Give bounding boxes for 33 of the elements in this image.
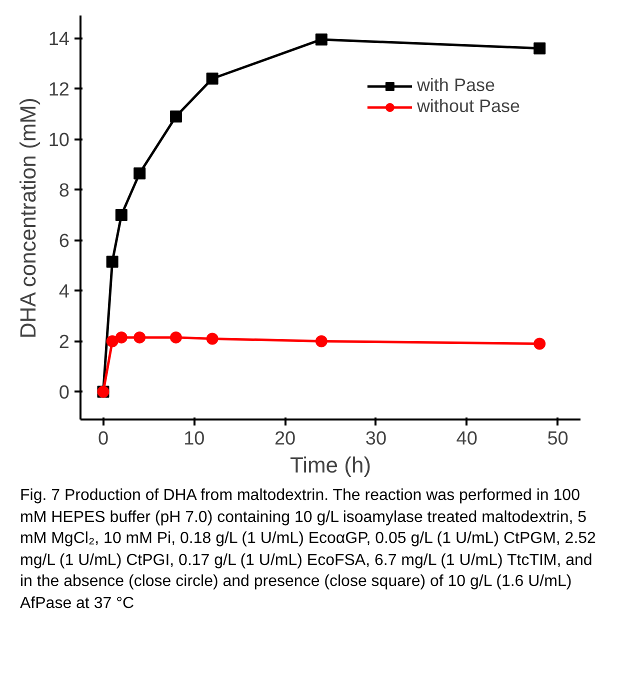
y-tick-label: 8 (58, 180, 70, 202)
legend-label: without Pase (416, 96, 520, 117)
point (115, 208, 128, 221)
x-tick-label: 50 (547, 428, 568, 450)
y-tick-label: 0 (58, 382, 70, 404)
point (534, 42, 546, 54)
point (206, 72, 218, 85)
y-tick-label: 12 (48, 80, 70, 101)
x-tick-label: 40 (456, 428, 478, 450)
point (315, 335, 328, 348)
y-tick-label: 10 (48, 130, 70, 152)
x-tick-label: 0 (98, 428, 109, 450)
point (315, 33, 328, 46)
point (134, 167, 146, 180)
point (170, 331, 182, 344)
y-tick-label: 6 (58, 231, 70, 252)
point (170, 110, 182, 122)
point (106, 335, 118, 348)
y-tick-label: 4 (58, 282, 70, 303)
caption: Fig. 7 Production of DHA from maltodextrin. The reaction was performed in 100 mM HEPES buffer (pH 7.0) containing 10 g/L isoamylase treated maltodextrin, 5 mM MgCl₂, 10 mM Pi, 0.18 g/L (1 U/mL) EcoαGP, 0.05 g/L (1 U/mL) CtPGM, 2.52 mg/L (1 U/mL) CtPGI, 0.17 g/L (1 U/mL) EcoFSA, 6.7 mg/L (1 U/mL) TtcTIM, and in the absence (close circle) and presence (close square) of 10 g/L (1.6 U/mL) AfPase at 37 °C (20, 486, 597, 614)
point (115, 331, 128, 344)
y-axis-title: DHA concentration (mM) (15, 98, 40, 339)
x-tick-label: 20 (274, 428, 296, 450)
point (534, 338, 546, 350)
x-axis-title: Time (h) (290, 452, 372, 478)
y-tick-label: 14 (48, 29, 70, 50)
y-tick-label: 2 (58, 332, 70, 354)
point (134, 331, 146, 344)
legend-label: with Pase (416, 75, 495, 96)
point (106, 256, 118, 268)
x-tick-label: 10 (184, 428, 205, 450)
point (206, 332, 218, 345)
x-tick-label: 30 (365, 428, 387, 450)
